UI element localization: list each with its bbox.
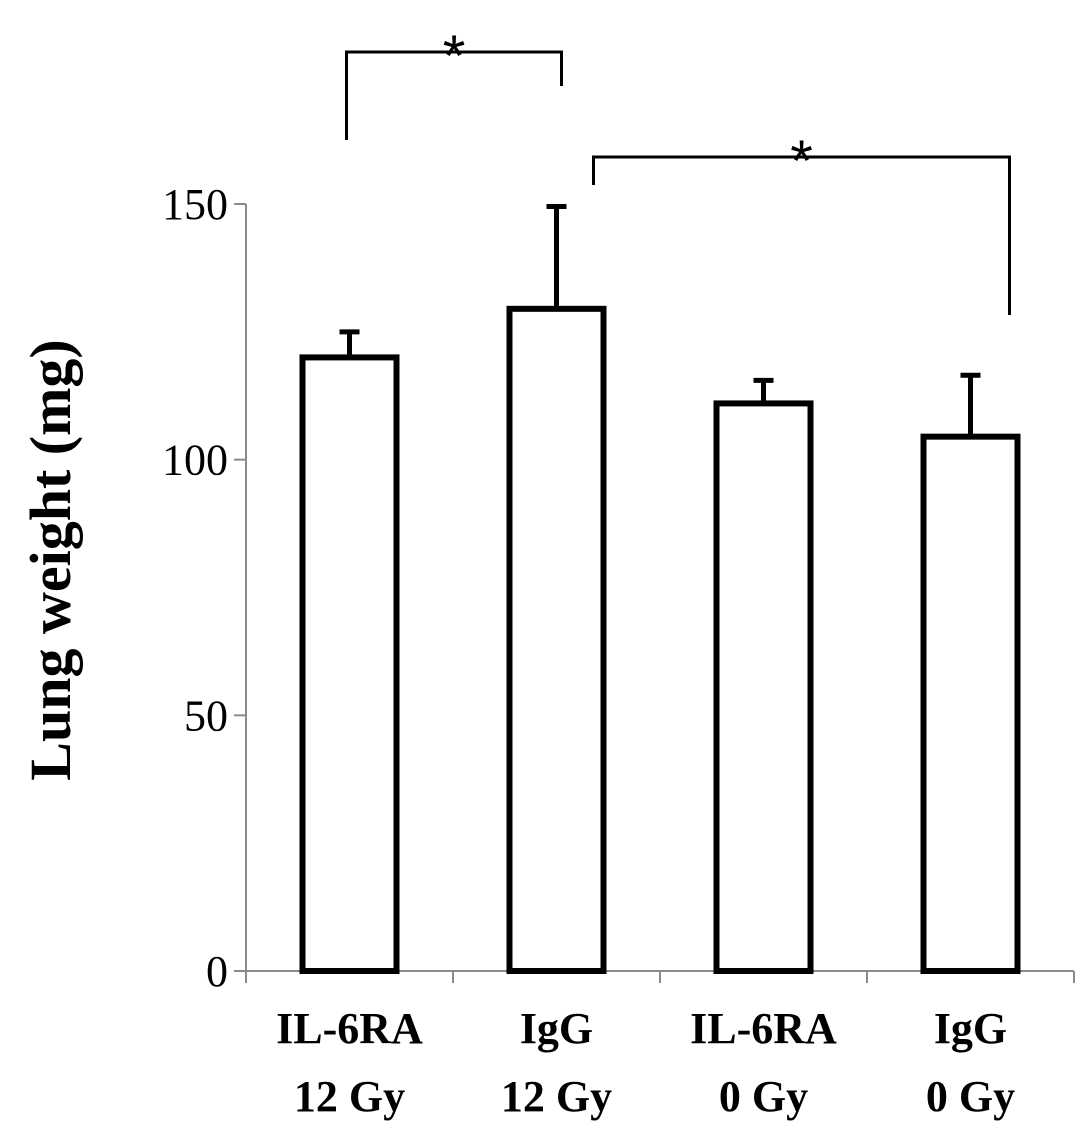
significance-brackets: ** [345,24,1011,315]
bar [920,433,1021,974]
bar [299,354,400,974]
bar [713,400,814,975]
x-category-label: IgG 12 Gy [501,1004,612,1121]
bar [506,305,607,975]
error-bars [339,204,981,437]
x-category-label: IgG 0 Gy [926,1004,1015,1121]
x-category-label: IL-6RA 0 Gy [690,1004,837,1121]
significance-star: * [443,24,466,89]
y-tick-label: 0 [206,947,228,996]
significance-star: * [790,129,813,194]
bars [299,305,1021,975]
significance-bracket [345,50,563,140]
y-tick-label: 50 [184,691,228,740]
y-tick-label: 100 [162,436,228,485]
y-tick-label: 150 [162,180,228,229]
significance-bracket [592,155,1011,315]
y-axis-label: Lung weight (mg) [18,339,83,780]
x-category-label: IL-6RA 12 Gy [276,1004,423,1121]
axes: 0 50 100 150 IL-6RA 12 Gy IgG 12 Gy IL-6RA 0 Gy Ig… [162,180,1075,1121]
